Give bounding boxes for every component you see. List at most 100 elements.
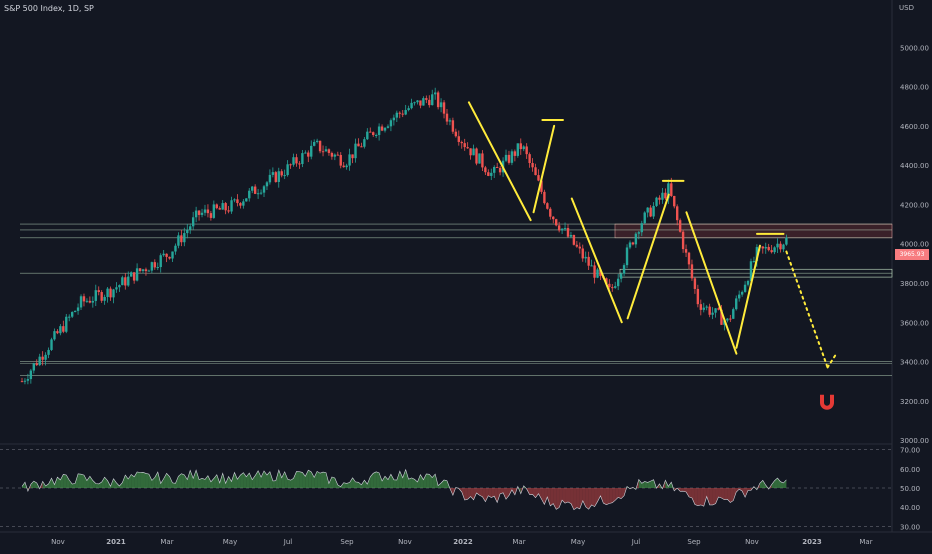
candle-body xyxy=(94,290,97,301)
candle-body xyxy=(413,102,416,104)
candle-body xyxy=(103,296,106,301)
rsi-fill xyxy=(706,488,710,505)
rsi-fill xyxy=(299,471,303,488)
candle-body xyxy=(327,149,331,153)
candle-body xyxy=(764,246,767,249)
rsi-fill xyxy=(228,476,232,488)
candle-body xyxy=(124,277,127,286)
candle-body xyxy=(262,186,266,193)
rsi-fill xyxy=(562,488,566,504)
rsi-fill xyxy=(148,474,152,488)
rsi-fill xyxy=(550,488,554,506)
rsi-fill xyxy=(86,476,90,488)
candle-body xyxy=(442,102,446,114)
rsi-fill xyxy=(328,476,332,488)
candle-body xyxy=(652,205,655,217)
rsi-fill xyxy=(612,488,616,503)
candle-body xyxy=(711,312,714,315)
candle-body xyxy=(773,247,776,253)
rsi-fill xyxy=(48,478,52,488)
candle-body xyxy=(183,233,186,243)
candle-body xyxy=(472,148,475,156)
candle-body xyxy=(525,146,528,155)
current-price-tag: 3965.93 xyxy=(895,249,929,260)
candle-body xyxy=(268,174,272,183)
x-tick-label: May xyxy=(571,538,585,546)
candle-body xyxy=(369,131,372,133)
candle-body xyxy=(410,102,413,109)
candle-body xyxy=(277,171,280,182)
candle-body xyxy=(85,300,89,302)
candle-body xyxy=(528,154,531,163)
candle-body xyxy=(70,312,74,317)
candle-body xyxy=(194,210,198,218)
candle-body xyxy=(616,278,620,287)
rsi-fill xyxy=(609,488,613,504)
rsi-fill xyxy=(143,472,146,488)
rsi-fill xyxy=(759,480,763,488)
rsi-fill xyxy=(565,488,568,504)
candle-body xyxy=(422,98,425,106)
rsi-fill xyxy=(691,488,695,505)
candle-body xyxy=(141,269,145,272)
x-tick-label: Mar xyxy=(512,538,525,546)
x-tick-label: Jul xyxy=(631,538,641,546)
rsi-fill xyxy=(603,488,607,505)
rsi-fill xyxy=(591,488,595,507)
rsi-fill xyxy=(278,470,282,488)
candle-body xyxy=(171,251,174,259)
rsi-fill xyxy=(331,476,335,488)
candle-body xyxy=(321,151,325,153)
candle-body xyxy=(469,148,472,156)
rsi-fill xyxy=(438,482,442,488)
rsi-fill xyxy=(284,471,288,488)
rsi-fill xyxy=(494,488,498,503)
candle-body xyxy=(687,252,691,265)
rsi-fill xyxy=(387,474,391,488)
candle-body xyxy=(478,153,481,164)
support-zone xyxy=(619,268,893,278)
rsi-fill xyxy=(352,477,356,488)
rsi-fill xyxy=(323,472,326,488)
rsi-fill xyxy=(382,476,386,488)
candle-body xyxy=(333,154,337,157)
rsi-fill xyxy=(308,470,312,488)
rsi-fill xyxy=(441,480,445,488)
rsi-fill xyxy=(535,488,539,498)
rsi-fill xyxy=(742,488,746,498)
candle-body xyxy=(622,265,626,274)
rsi-tick-label: 60.00 xyxy=(900,466,920,474)
rsi-fill xyxy=(774,478,778,488)
candle-body xyxy=(130,272,133,277)
rsi-fill xyxy=(290,478,294,488)
rsi-fill xyxy=(568,488,571,504)
candle-body xyxy=(563,228,567,230)
rsi-fill xyxy=(771,480,775,488)
rsi-fill xyxy=(210,478,214,488)
candle-body xyxy=(631,242,635,245)
candle-body xyxy=(186,229,189,234)
candle-body xyxy=(56,331,59,334)
candle-body xyxy=(144,269,148,272)
rsi-fill xyxy=(160,478,164,488)
rsi-tick-label: 50.00 xyxy=(900,485,920,493)
candle-body xyxy=(605,278,608,284)
rsi-fill xyxy=(482,488,486,502)
rsi-fill xyxy=(393,479,397,488)
candle-body xyxy=(180,235,183,243)
rsi-fill xyxy=(225,476,229,488)
candle-body xyxy=(554,219,558,226)
rsi-fill xyxy=(346,482,350,488)
rsi-fill xyxy=(264,470,267,488)
candle-body xyxy=(740,291,744,295)
rsi-fill xyxy=(51,478,55,488)
candle-body xyxy=(428,99,431,106)
rsi-fill xyxy=(594,488,598,507)
candle-body xyxy=(59,326,62,334)
rsi-fill xyxy=(411,477,415,488)
candle-body xyxy=(619,273,623,279)
candle-body xyxy=(466,147,469,149)
rsi-fill xyxy=(721,488,725,500)
